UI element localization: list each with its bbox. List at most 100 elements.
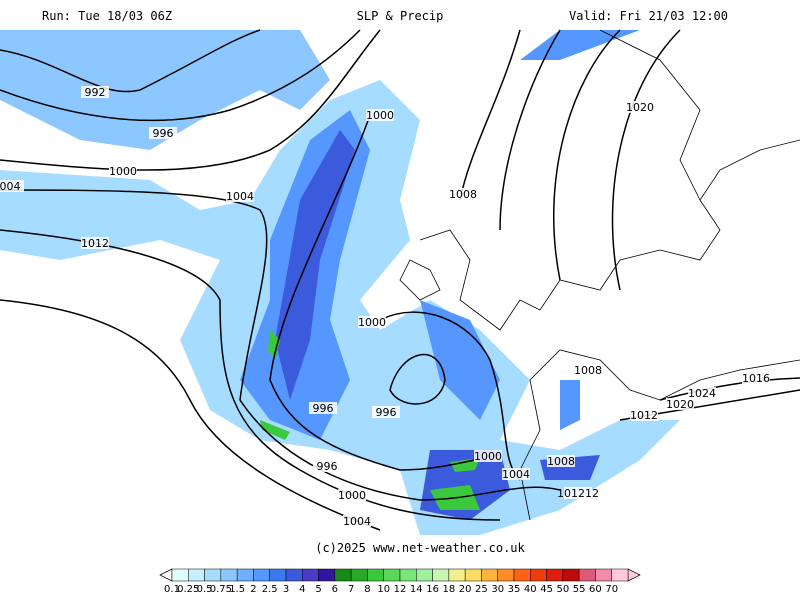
isobar-label: 1000 (474, 450, 502, 463)
isobar-label-bg (474, 450, 502, 462)
isobar-label-bg (742, 372, 770, 384)
legend-swatch (285, 568, 303, 582)
isobar-label: 101212 (557, 487, 599, 500)
legend-label: 60 (589, 584, 602, 595)
valid-label: Valid: Fri 21/03 12:00 (569, 9, 728, 23)
legend-swatch (334, 568, 352, 582)
legend-label: 25 (475, 584, 488, 595)
legend-swatch (188, 568, 205, 582)
legend-label: 2.5 (262, 584, 278, 595)
legend-label: 4 (299, 584, 305, 595)
isobar-label: 1020 (626, 101, 654, 114)
isobar-label: 1012 (81, 237, 109, 250)
legend-label: 12 (394, 584, 407, 595)
legend-swatch (383, 568, 401, 582)
legend-label: 45 (540, 584, 553, 595)
legend-label: 0.75 (210, 584, 232, 595)
legend-label: 0.1 (164, 584, 180, 595)
legend-label: 3 (283, 584, 289, 595)
isobar-label-bg (449, 188, 477, 200)
isobar-label: 1016 (742, 372, 770, 385)
legend-swatch (432, 568, 450, 582)
legend-swatch (578, 568, 596, 582)
legend-swatch (562, 568, 580, 582)
isobar-label-bg (358, 316, 386, 328)
isobar-label-bg (366, 109, 394, 121)
legend-swatch (269, 568, 287, 582)
isobar-label: 1024 (688, 387, 716, 400)
isobar-label: 992 (85, 86, 106, 99)
isobar-label: 1008 (449, 188, 477, 201)
legend-label: 70 (605, 584, 618, 595)
legend-swatch (350, 568, 368, 582)
isobar-label-bg (574, 364, 602, 376)
copyright: (c)2025 www.net-weather.co.uk (315, 541, 525, 555)
isobar-label-bg (626, 101, 654, 113)
legend-swatch (302, 568, 319, 582)
legend-swatch (595, 568, 612, 582)
legend-swatch (204, 568, 222, 582)
isobar-label: 1008 (547, 455, 575, 468)
isobar-label-bg (309, 402, 337, 414)
run-label: Run: Tue 18/03 06Z (42, 9, 172, 23)
footer-bg (0, 535, 800, 600)
legend-swatch (481, 568, 498, 582)
legend-label: 10 (377, 584, 390, 595)
isobar-label-bg (0, 180, 24, 192)
isobar-label-bg (343, 515, 371, 527)
isobars (0, 29, 800, 531)
legend-label: 0.5 (197, 584, 213, 595)
isobar-label-bg (547, 455, 575, 467)
legend-label: 35 (508, 584, 521, 595)
legend-label: 16 (426, 584, 439, 595)
legend-swatch (513, 568, 531, 582)
legend-label: 30 (491, 584, 504, 595)
isobar-label-bg (81, 237, 109, 249)
legend-swatch (546, 568, 564, 582)
isobar-label-bg (688, 387, 716, 399)
legend-swatch (464, 568, 482, 582)
legend-label: 50 (556, 584, 569, 595)
legend-label: 6 (332, 584, 338, 595)
isobar-label: 004 (0, 180, 21, 193)
isobar-label-bg (564, 487, 592, 499)
legend-label: 7 (348, 584, 354, 595)
isobar-label: 1020 (666, 398, 694, 411)
isobar-label-bg (630, 409, 658, 421)
legend-swatch (399, 568, 417, 582)
isobar-label-bg (338, 489, 366, 501)
legend-swatch (611, 568, 629, 582)
isobar-label: 1000 (366, 109, 394, 122)
legend-swatch (448, 568, 466, 582)
isobar-label: 1000 (338, 489, 366, 502)
legend-swatch (367, 568, 384, 582)
legend-swatch (318, 568, 336, 582)
legend-label: 1.5 (229, 584, 245, 595)
legend-label: 5 (315, 584, 321, 595)
isobar-label: 1000 (358, 316, 386, 329)
isobar-label-bg (313, 460, 341, 472)
isobar-label-bg (666, 398, 694, 410)
legend-swatch (236, 568, 254, 582)
isobar-label: 996 (317, 460, 338, 473)
legend-label: 40 (524, 584, 537, 595)
legend-swatch (253, 568, 270, 582)
legend-label: 18 (442, 584, 455, 595)
coastlines (399, 29, 800, 521)
isobar-label: 1000 (109, 165, 137, 178)
isobar-label-bg (372, 406, 400, 418)
isobar-label: 996 (376, 406, 397, 419)
title: SLP & Precip (357, 9, 444, 23)
isobar-label-bg (226, 190, 254, 202)
legend-label: 14 (410, 584, 423, 595)
isobar-label-bg (502, 468, 530, 480)
isobar-label: 1004 (502, 468, 530, 481)
legend-label: 55 (573, 584, 586, 595)
legend-label: 8 (364, 584, 370, 595)
isobar-label-bg (81, 86, 109, 98)
legend-swatch (530, 568, 547, 582)
legend-swatch (416, 568, 433, 582)
isobar-label: 996 (153, 127, 174, 140)
isobar-label-bg (149, 127, 177, 139)
